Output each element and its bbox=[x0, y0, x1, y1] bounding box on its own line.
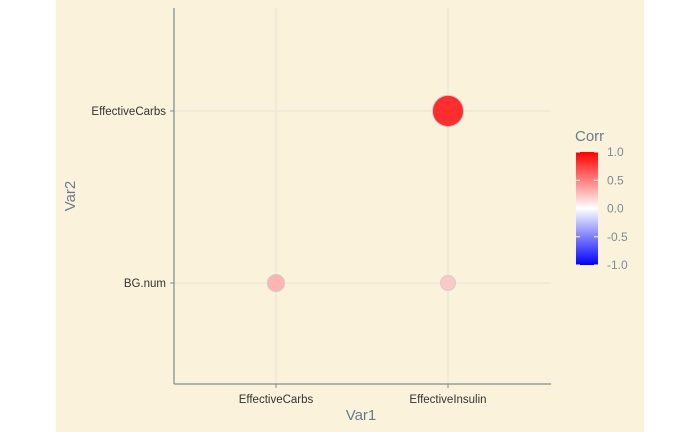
data-point-0 bbox=[431, 94, 465, 128]
data-points bbox=[266, 94, 465, 293]
legend: Corr 1.0 0.5 0.0 -0.5 -1.0 bbox=[575, 128, 628, 272]
legend-label: 0.5 bbox=[607, 173, 624, 187]
x-tick-label: EffectiveCarbs bbox=[239, 394, 314, 406]
legend-title: Corr bbox=[575, 128, 604, 145]
x-axis-title: Var1 bbox=[346, 407, 377, 424]
y-tick-label: BG.num bbox=[124, 278, 166, 290]
legend-label: 1.0 bbox=[607, 145, 624, 159]
legend-label: 0.0 bbox=[607, 202, 624, 216]
x-tick-label: EffectiveInsulin bbox=[409, 394, 486, 406]
axes bbox=[173, 8, 551, 385]
legend-label: -1.0 bbox=[607, 258, 628, 272]
y-axis-title: Var2 bbox=[62, 181, 79, 212]
legend-colorbar bbox=[576, 152, 598, 265]
legend-label: -0.5 bbox=[607, 230, 628, 244]
y-tick-label: EffectiveCarbs bbox=[91, 106, 166, 118]
data-point-1 bbox=[266, 273, 286, 293]
chart-background bbox=[56, 0, 644, 432]
data-point-2 bbox=[440, 275, 456, 291]
gridlines bbox=[174, 8, 551, 384]
tick-labels: EffectiveCarbs EffectiveInsulin BG.num Effe… bbox=[91, 106, 486, 406]
